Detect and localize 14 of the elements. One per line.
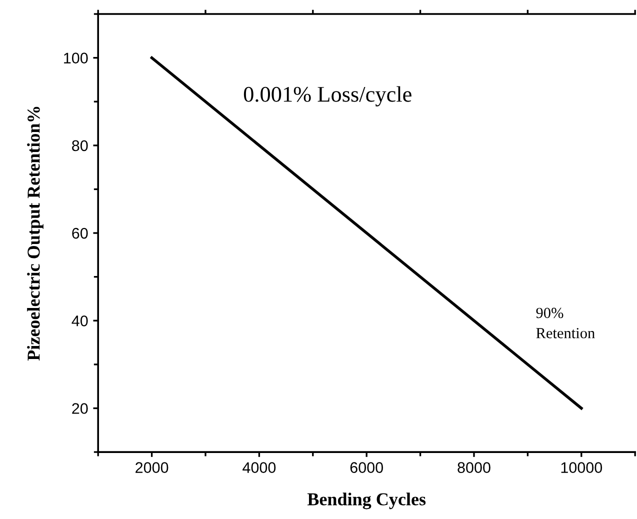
y-tick-label: 100 bbox=[64, 52, 88, 64]
x-tick-label: 2000 bbox=[136, 462, 168, 473]
y-tick-label: 20 bbox=[72, 403, 88, 414]
y-tick-label: 60 bbox=[72, 228, 88, 239]
y-tick-label: 40 bbox=[72, 316, 88, 326]
x-tick-label: 8000 bbox=[458, 462, 490, 473]
x-tick-label: 4000 bbox=[242, 462, 276, 473]
x-axis-title: Bending Cycles bbox=[307, 492, 426, 510]
annotation: 0.001% Loss/cycle bbox=[244, 86, 412, 106]
x-tick-label: 6000 bbox=[350, 462, 383, 473]
annotation: 90% Retention bbox=[536, 308, 595, 338]
y-tick-label: 80 bbox=[72, 140, 88, 152]
x-tick-label: 10000 bbox=[561, 462, 602, 473]
y-axis-title: Pizeoelectric Output Retention% bbox=[27, 106, 44, 361]
